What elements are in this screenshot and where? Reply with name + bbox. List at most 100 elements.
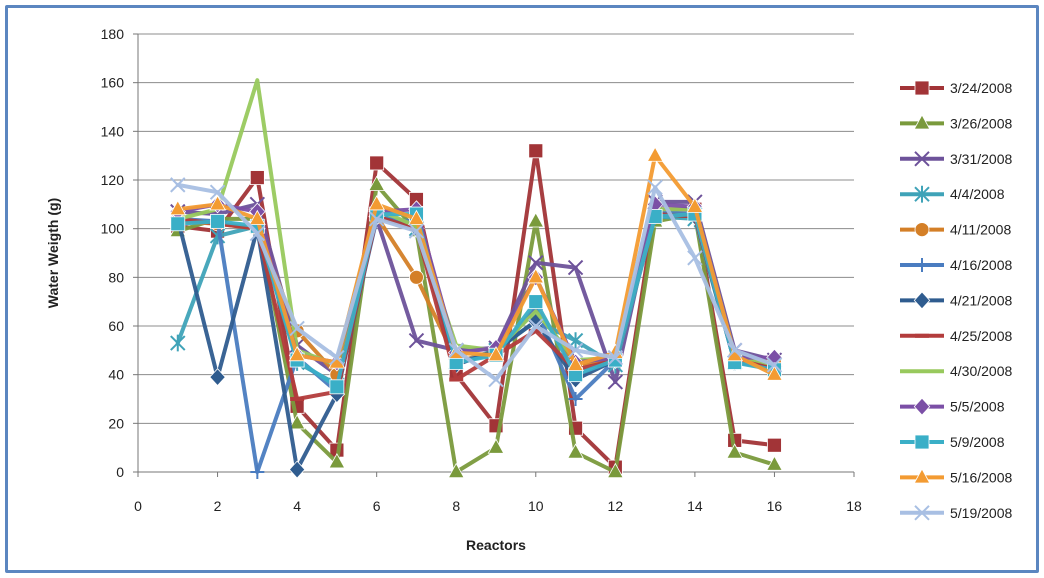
legend-item: 3/31/2008	[900, 151, 1012, 167]
point-marker	[170, 216, 186, 232]
x-tick-label: 18	[846, 498, 862, 514]
point-marker	[328, 453, 346, 469]
point-marker	[567, 443, 584, 459]
point-marker	[170, 334, 186, 352]
point-marker	[368, 195, 386, 211]
point-marker	[288, 414, 306, 430]
legend-item: 4/30/2008	[900, 363, 1012, 379]
point-marker	[290, 397, 305, 401]
chart-frame: 0 20 40 60 80 100 120 140 160 180 0 2 4 6 8 10 12 14 16 18…	[5, 5, 1039, 573]
point-marker	[409, 269, 424, 285]
point-marker	[209, 184, 226, 200]
legend-label: 5/19/2008	[950, 505, 1012, 521]
legend-label: 4/30/2008	[950, 363, 1012, 379]
y-tick-label: 0	[116, 464, 124, 480]
point-marker	[646, 146, 664, 162]
point-marker	[766, 357, 783, 373]
legend-label: 5/16/2008	[950, 469, 1012, 485]
point-marker	[913, 468, 931, 484]
point-marker	[170, 177, 186, 193]
point-marker	[915, 333, 929, 338]
legend-label: 4/25/2008	[950, 328, 1012, 344]
point-marker	[607, 374, 624, 390]
y-tick-label: 60	[108, 318, 124, 334]
x-tick-label: 14	[687, 498, 703, 514]
point-marker	[408, 223, 425, 239]
point-marker	[647, 179, 663, 196]
point-marker	[368, 211, 385, 227]
x-tick-label: 4	[293, 498, 301, 514]
point-marker	[914, 151, 930, 167]
point-marker	[686, 197, 704, 213]
point-marker	[914, 505, 930, 521]
point-marker	[567, 259, 584, 276]
point-marker	[528, 143, 544, 159]
y-tick-label: 160	[101, 75, 125, 91]
x-tick-label: 0	[134, 498, 142, 514]
series-5/19/2008	[170, 177, 783, 388]
point-marker	[766, 365, 783, 381]
plot-series	[169, 78, 783, 479]
y-tick-label: 120	[101, 172, 125, 188]
axes	[133, 33, 855, 477]
y-tick-label: 40	[108, 367, 124, 383]
y-tick-label: 20	[108, 415, 124, 431]
x-tick-label: 12	[608, 498, 624, 514]
point-marker	[567, 342, 584, 359]
point-marker	[606, 462, 624, 479]
x-tick-label: 6	[373, 498, 381, 514]
x-tick-label: 10	[528, 498, 544, 514]
legend-item: 4/11/2008	[900, 222, 1011, 238]
point-marker	[169, 199, 187, 216]
point-marker	[448, 342, 464, 359]
point-marker	[766, 455, 783, 471]
legend-label: 4/16/2008	[950, 257, 1012, 273]
y-tick-label: 140	[101, 123, 125, 139]
point-marker	[568, 392, 583, 406]
legend-label: 5/9/2008	[950, 434, 1005, 450]
legend-item: 5/19/2008	[900, 505, 1012, 521]
point-marker	[408, 209, 425, 225]
point-marker	[209, 195, 226, 211]
point-marker	[248, 209, 266, 225]
point-marker	[288, 345, 306, 362]
point-marker	[250, 465, 265, 479]
point-marker	[914, 185, 930, 203]
legend-item: 4/16/2008	[900, 257, 1012, 273]
point-marker	[915, 258, 929, 272]
legend-item: 4/4/2008	[900, 185, 1005, 203]
legend-label: 4/11/2008	[950, 222, 1011, 238]
point-marker	[447, 462, 465, 479]
point-marker	[487, 345, 505, 362]
point-marker	[369, 155, 385, 171]
legend-label: 3/31/2008	[950, 151, 1012, 167]
point-marker	[607, 349, 624, 366]
series-5/16/2008	[169, 146, 783, 381]
point-marker	[726, 443, 744, 459]
point-marker	[329, 379, 345, 395]
x-axis-title: Reactors	[466, 537, 526, 553]
point-marker	[527, 268, 545, 284]
point-marker	[914, 434, 930, 450]
point-marker	[288, 460, 306, 479]
x-tick-label: 16	[767, 498, 783, 514]
legend-item: 5/5/2008	[900, 397, 1005, 416]
legend-label: 5/5/2008	[950, 399, 1005, 415]
point-marker	[914, 80, 930, 96]
legend-label: 4/4/2008	[950, 186, 1005, 202]
point-marker	[249, 225, 266, 242]
series-line	[175, 148, 777, 470]
point-marker	[726, 342, 743, 359]
legend-label: 4/21/2008	[950, 292, 1012, 308]
point-marker	[488, 371, 504, 388]
legend-item: 3/26/2008	[900, 114, 1012, 131]
point-marker	[528, 255, 544, 271]
point-marker	[567, 355, 584, 371]
point-marker	[527, 212, 545, 228]
y-axis-title: Water Weigth (g)	[45, 198, 61, 308]
x-tick-label: 2	[214, 498, 222, 514]
series-line	[175, 182, 777, 382]
point-marker	[449, 377, 464, 382]
point-marker	[209, 368, 226, 387]
x-tick-label: 8	[452, 498, 460, 514]
